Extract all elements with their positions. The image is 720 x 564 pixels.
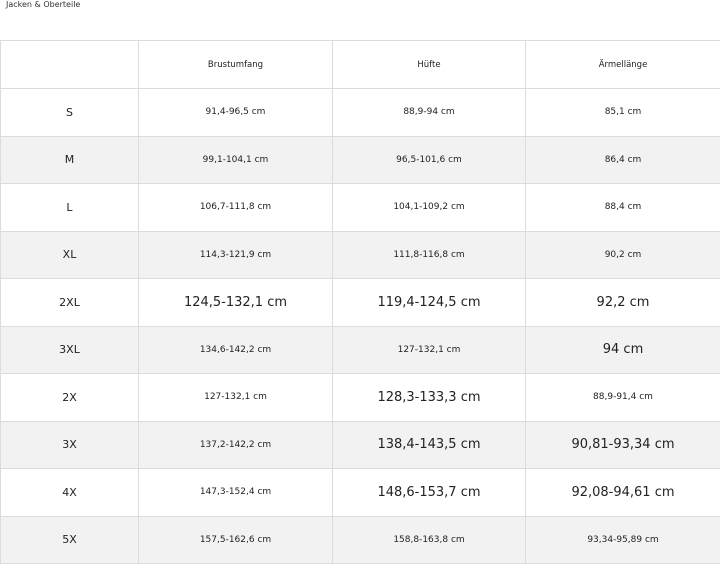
header-cell: Ärmellänge [525,40,720,89]
header-row: Brustumfang Hüfte Ärmellänge [0,40,720,89]
table-row: 4X 147,3-152,4 cm 148,6-153,7 cm 92,08-94,6… [0,468,720,517]
measure-cell: 138,4-143,5 cm [332,420,526,469]
measure-cell: 90,81-93,34 cm [525,420,720,469]
measure-cell: 114,3-121,9 cm [138,230,333,279]
table-row: S 91,4-96,5 cm 88,9-94 cm 85,1 cm [0,88,720,137]
header-cell [0,40,139,89]
size-label: S [0,88,139,137]
table-row: 3X 137,2-142,2 cm 138,4-143,5 cm 90,81-93,3… [0,420,720,469]
size-label: M [0,135,139,184]
measure-cell: 88,9-94 cm [332,88,526,137]
measure-cell: 111,8-116,8 cm [332,230,526,279]
measure-cell: 93,34-95,89 cm [525,515,720,564]
header-cell: Brustumfang [138,40,333,89]
measure-cell: 106,7-111,8 cm [138,183,333,232]
table-row: 2X 127-132,1 cm 128,3-133,3 cm 88,9-91,4 cm [0,373,720,422]
measure-cell: 86,4 cm [525,135,720,184]
measure-cell: 96,5-101,6 cm [332,135,526,184]
measure-cell: 134,6-142,2 cm [138,325,333,374]
measure-cell: 85,1 cm [525,88,720,137]
table-row: 3XL 134,6-142,2 cm 127-132,1 cm 94 cm [0,325,720,374]
measure-cell: 94 cm [525,325,720,374]
measure-cell: 99,1-104,1 cm [138,135,333,184]
size-label: 3XL [0,325,139,374]
measure-cell: 157,5-162,6 cm [138,515,333,564]
header-cell: Hüfte [332,40,526,89]
measure-cell: 124,5-132,1 cm [138,278,333,327]
measure-cell: 91,4-96,5 cm [138,88,333,137]
measure-cell: 88,9-91,4 cm [525,373,720,422]
table-row: XL 114,3-121,9 cm 111,8-116,8 cm 90,2 cm [0,230,720,279]
measure-cell: 104,1-109,2 cm [332,183,526,232]
measure-cell: 90,2 cm [525,230,720,279]
table-row: M 99,1-104,1 cm 96,5-101,6 cm 86,4 cm [0,135,720,184]
size-label: 2X [0,373,139,422]
measure-cell: 148,6-153,7 cm [332,468,526,517]
measure-cell: 128,3-133,3 cm [332,373,526,422]
size-label: XL [0,230,139,279]
size-label: 3X [0,420,139,469]
table-row: L 106,7-111,8 cm 104,1-109,2 cm 88,4 cm [0,183,720,232]
measure-cell: 127-132,1 cm [332,325,526,374]
size-label: 5X [0,515,139,564]
size-label: L [0,183,139,232]
size-label: 4X [0,468,139,517]
measure-cell: 158,8-163,8 cm [332,515,526,564]
table-row: 5X 157,5-162,6 cm 158,8-163,8 cm 93,34-95,8… [0,515,720,564]
size-label: 2XL [0,278,139,327]
measure-cell: 119,4-124,5 cm [332,278,526,327]
measure-cell: 92,2 cm [525,278,720,327]
section-title: Jacken & Oberteile [6,0,81,9]
measure-cell: 147,3-152,4 cm [138,468,333,517]
measure-cell: 137,2-142,2 cm [138,420,333,469]
table-row: 2XL 124,5-132,1 cm 119,4-124,5 cm 92,2 cm [0,278,720,327]
size-table: Brustumfang Hüfte Ärmellänge S 91,4-96,5 cm 8… [0,40,720,564]
measure-cell: 92,08-94,61 cm [525,468,720,517]
measure-cell: 127-132,1 cm [138,373,333,422]
measure-cell: 88,4 cm [525,183,720,232]
